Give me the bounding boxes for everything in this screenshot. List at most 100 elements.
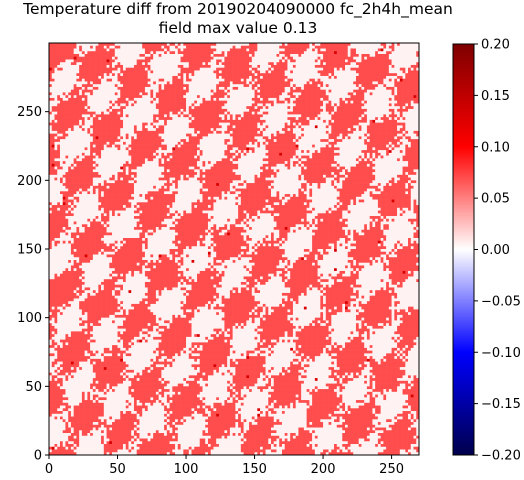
heatmap-cell (350, 75, 354, 80)
heatmap-cell (287, 67, 291, 71)
heatmap-cell (408, 81, 412, 85)
heatmap-cell (210, 136, 214, 140)
heatmap-cell (205, 136, 209, 140)
heatmap-cell (147, 139, 151, 143)
heatmap-cell (120, 111, 124, 115)
heatmap-cell (399, 128, 403, 132)
heatmap-cell (183, 62, 187, 66)
heatmap-cell (372, 67, 376, 71)
heatmap-cell (191, 128, 195, 132)
heatmap-cell (150, 64, 154, 69)
heatmap-cell (405, 81, 409, 85)
heatmap-cell (235, 103, 239, 107)
heatmap-cell (59, 133, 63, 137)
heatmap-cell (224, 67, 228, 71)
heatmap-cell (314, 89, 318, 93)
heatmap-cell (347, 43, 351, 47)
heatmap-cell (383, 130, 387, 134)
heatmap-cell (161, 48, 165, 52)
heatmap-cell (402, 119, 406, 123)
heatmap-cell (408, 133, 412, 137)
heatmap-cell (334, 59, 338, 63)
heatmap-cell (95, 78, 99, 82)
heatmap-cell (172, 86, 176, 90)
heatmap-cell (199, 78, 203, 82)
heatmap-cell (180, 122, 184, 126)
heatmap-cell (117, 141, 121, 145)
heatmap-cell (402, 62, 406, 66)
heatmap-cell (251, 48, 255, 52)
heatmap-cell (303, 92, 307, 96)
heatmap-cell (391, 108, 395, 112)
heatmap-cell (112, 89, 116, 93)
heatmap-cell (331, 114, 335, 118)
heatmap-cell (413, 100, 417, 104)
heatmap-cell (312, 125, 316, 129)
heatmap-cell (150, 62, 154, 66)
heatmap-cell (109, 73, 113, 77)
heatmap-cell (186, 111, 190, 115)
heatmap-cell (131, 81, 135, 85)
heatmap-cell (205, 103, 209, 107)
heatmap-cell (235, 86, 239, 90)
heatmap-cell (172, 128, 176, 132)
heatmap-cell (235, 117, 239, 121)
heatmap-cell (54, 97, 58, 101)
heatmap-cell (408, 70, 412, 74)
heatmap-cell (114, 51, 118, 55)
heatmap-cell (410, 95, 414, 99)
heatmap-cell (79, 59, 83, 63)
heatmap-cell (68, 86, 72, 90)
heatmap-cell (90, 78, 94, 82)
heatmap-cell (355, 119, 359, 123)
heatmap-cell (303, 106, 307, 110)
heatmap-cell (369, 114, 373, 118)
heatmap-cell (114, 73, 118, 77)
heatmap-cell (268, 122, 272, 126)
heatmap-cell (260, 119, 264, 123)
heatmap-cell (112, 92, 116, 96)
heatmap-cell (287, 111, 291, 115)
heatmap-cell (186, 122, 190, 126)
heatmap-cell (125, 81, 129, 85)
heatmap-cell (369, 133, 373, 137)
heatmap-cell (136, 86, 140, 90)
heatmap-cell (139, 73, 143, 77)
heatmap-cell (416, 67, 420, 71)
heatmap-cell (397, 92, 401, 96)
heatmap-cell (369, 59, 373, 63)
heatmap-cell (323, 136, 327, 140)
heatmap-cell (117, 59, 121, 63)
heatmap-cell (383, 84, 387, 88)
heatmap-cell (279, 130, 283, 134)
heatmap-cell (144, 56, 148, 60)
heatmap-cell (158, 59, 162, 63)
heatmap-cell (177, 48, 181, 52)
heatmap-cell (353, 108, 357, 112)
heatmap-cell (320, 84, 324, 88)
heatmap-cell (73, 56, 77, 60)
heatmap-cell (309, 92, 313, 96)
heatmap-cell (158, 133, 162, 137)
heatmap-cell (142, 51, 146, 55)
heatmap-cell (380, 117, 384, 121)
heatmap-cell (243, 86, 247, 90)
heatmap-cell (413, 95, 417, 99)
heatmap-cell (155, 139, 159, 143)
heatmap-cell (240, 136, 244, 140)
heatmap-cell (260, 43, 264, 47)
heatmap-cell (139, 125, 143, 129)
heatmap-cell (355, 53, 359, 58)
heatmap-cell (309, 64, 313, 69)
heatmap-cell (279, 111, 283, 115)
heatmap-cell (112, 43, 116, 47)
heatmap-cell (65, 95, 69, 99)
heatmap-cell (276, 133, 280, 137)
heatmap-cell (153, 141, 157, 145)
heatmap-cell (246, 125, 250, 129)
heatmap-cell (221, 103, 225, 107)
heatmap-cell (295, 114, 299, 118)
heatmap-cell (364, 125, 368, 129)
heatmap-cell (76, 106, 80, 110)
heatmap-cell (399, 89, 403, 93)
